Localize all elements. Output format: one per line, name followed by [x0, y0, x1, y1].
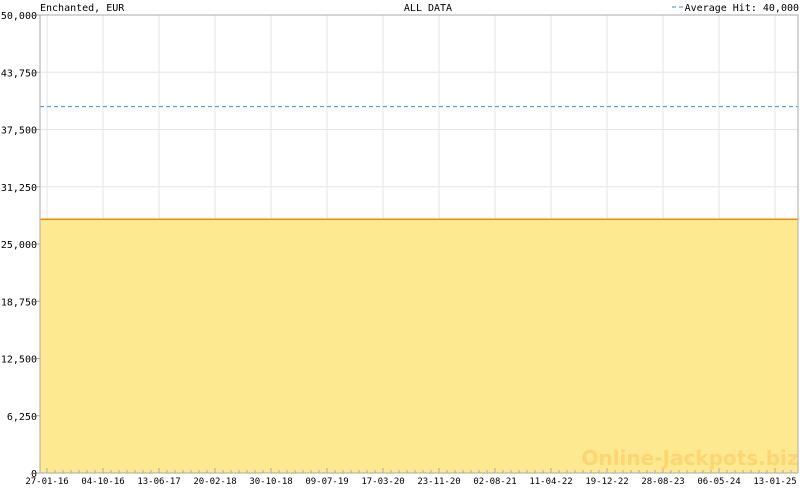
series-area [40, 219, 798, 473]
y-tick-label: 18,750 [1, 297, 37, 308]
chart-subtitle: Enchanted, EUR [40, 3, 125, 14]
x-tick-label: 19-12-22 [585, 477, 628, 487]
x-tick-label: 09-07-19 [305, 477, 348, 487]
legend-average-label: Average Hit: 40,000 [685, 3, 799, 14]
x-tick-label: 20-02-18 [193, 477, 236, 487]
x-tick-label: 11-04-22 [529, 477, 572, 487]
x-tick-label: 27-01-16 [25, 477, 68, 487]
x-tick-label: 28-08-23 [641, 477, 684, 487]
x-tick-label: 30-10-18 [249, 477, 292, 487]
x-tick-label: 13-06-17 [137, 477, 180, 487]
y-tick-label: 31,250 [1, 183, 37, 194]
y-tick-label: 37,500 [1, 126, 37, 137]
x-tick-label: 13-01-25 [753, 477, 796, 487]
y-tick-label: 6,250 [7, 412, 37, 423]
watermark: Online-Jackpots.biz [581, 446, 798, 470]
x-tick-label: 17-03-20 [361, 477, 404, 487]
x-tick-label: 23-11-20 [417, 477, 460, 487]
legend: Average Hit: 40,000 [672, 3, 799, 14]
y-tick-label: 25,000 [1, 240, 37, 251]
y-tick-label: 50,000 [1, 11, 37, 22]
y-tick-label: 43,750 [1, 68, 37, 79]
y-tick-label: 0 [31, 469, 37, 480]
x-tick-label: 04-10-16 [81, 477, 124, 487]
y-tick-label: 12,500 [1, 355, 37, 366]
x-tick-label: 02-08-21 [473, 477, 516, 487]
chart-title: ALL DATA [404, 3, 452, 14]
x-tick-label: 06-05-24 [697, 477, 740, 487]
